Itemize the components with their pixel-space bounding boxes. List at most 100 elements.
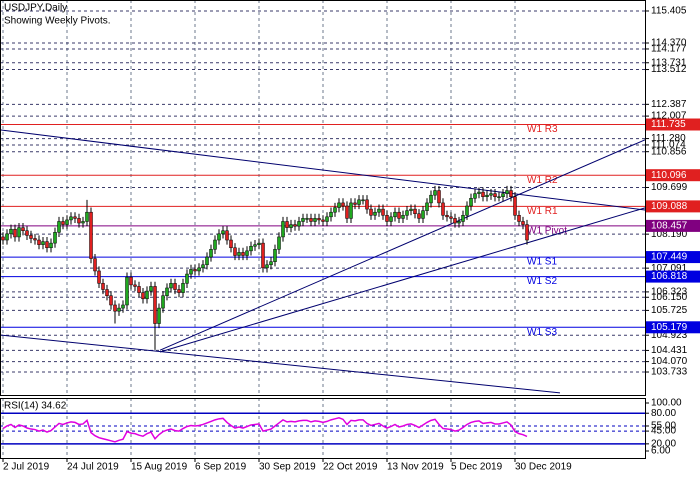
candle-body [517,215,521,222]
candle-body [349,202,353,219]
candle-body [49,242,53,249]
candle-body [497,196,501,198]
candle-body [389,216,393,222]
trendline [159,207,646,353]
trendline [0,334,561,394]
y-tick-label: 115.405 [651,6,687,17]
x-tick-label: 30 Dec 2019 [515,462,572,473]
candle-body [97,270,101,284]
pivot-label: W1 S2 [527,276,557,287]
candle-body [129,276,133,286]
candle-body [117,307,121,312]
rsi-title: RSI(14) 34.62 [4,401,67,412]
candle-body [437,190,441,204]
candle-body [341,202,345,207]
candle-body [121,304,125,309]
pivot-price-box [646,270,700,283]
y-tick-label: 109.699 [651,182,688,193]
candle-body [277,236,281,250]
y-tick-label: 112.007 [651,111,687,122]
candle-body [441,202,445,216]
y-tick-label: 104.431 [651,345,688,356]
candle-body [125,276,129,306]
candle-body [33,238,37,241]
candle-body [361,199,365,202]
candle-body [261,242,265,269]
candle-body [85,211,89,222]
candle-body [13,228,17,238]
y-tick-label: 107.091 [651,263,688,274]
candle-body [105,289,109,296]
candle-body [493,193,497,197]
rsi-tick-label: 20.00 [651,438,676,449]
candle-body [397,211,401,219]
y-tick-label: 113.512 [651,64,687,75]
candle-body [25,230,29,236]
candle-body [385,215,389,222]
candle-body [17,227,21,238]
rsi-tick-label: 55.00 [651,421,676,432]
candle-body [137,286,141,293]
candle-body [93,258,97,272]
pivot-price-box [646,321,700,334]
candle-body [457,221,461,224]
candle-body [433,190,437,196]
y-tick-label: 106.323 [651,287,688,298]
candle-body [245,250,249,256]
candle-body [337,202,341,208]
chart-subtitle: Showing Weekly Pivots. [4,16,111,27]
candle-body [521,221,525,225]
candle-body [417,213,421,219]
candle-body [217,233,221,241]
candle-body [465,205,469,216]
candle-body [409,208,413,211]
candle-body [225,230,229,241]
y-tick-label: 106.150 [651,292,688,303]
rsi-tick-label: 100.00 [651,398,682,409]
candle-body [353,202,357,205]
candle-body [489,193,493,196]
candle-body [153,286,157,324]
candle-body [41,241,45,245]
candle-body [293,224,297,227]
candle-body [133,284,137,287]
y-tick-label: 104.070 [651,356,688,367]
candle-body [9,228,13,235]
candle-body [205,256,209,266]
candle-body [481,191,485,197]
candle-body [77,218,81,224]
rsi-line [2,417,528,443]
candle-body [473,193,477,199]
candle-body [253,244,257,247]
candle-body [381,208,385,216]
axis: 2 Jul 2019 24 Jul 2019 15 Aug 2019 6 Sep 20… [2,6,700,473]
pivot-price-label: 111.735 [651,119,686,130]
pivot-price-box [646,118,700,131]
pivot-price-box [646,219,700,232]
trendline [0,129,646,211]
y-tick-label: 111.074 [651,140,686,151]
candle-body [329,211,333,218]
y-tick-label: 103.733 [651,367,688,378]
candle-body [69,216,73,221]
candle-body [509,190,513,197]
rsi-frame [0,398,646,459]
candle-body [1,236,5,241]
candle-body [313,218,317,222]
rsi-tick-label: 80.00 [651,408,676,419]
pivot-label: W1 R3 [527,124,558,135]
candle-body [285,221,289,228]
candle-body [197,267,201,272]
candle-body [149,286,153,292]
x-tick-label: 6 Sep 2019 [195,462,247,473]
candle-body [309,218,313,222]
candle-body [425,202,429,211]
candle-body [429,194,433,204]
candle-body [333,207,337,213]
candle-body [513,196,517,216]
candle-body [209,249,213,258]
candle-body [201,264,205,269]
candle-body [269,261,273,266]
candle-body [165,287,169,296]
rsi-tick-label: 45.00 [651,426,676,437]
